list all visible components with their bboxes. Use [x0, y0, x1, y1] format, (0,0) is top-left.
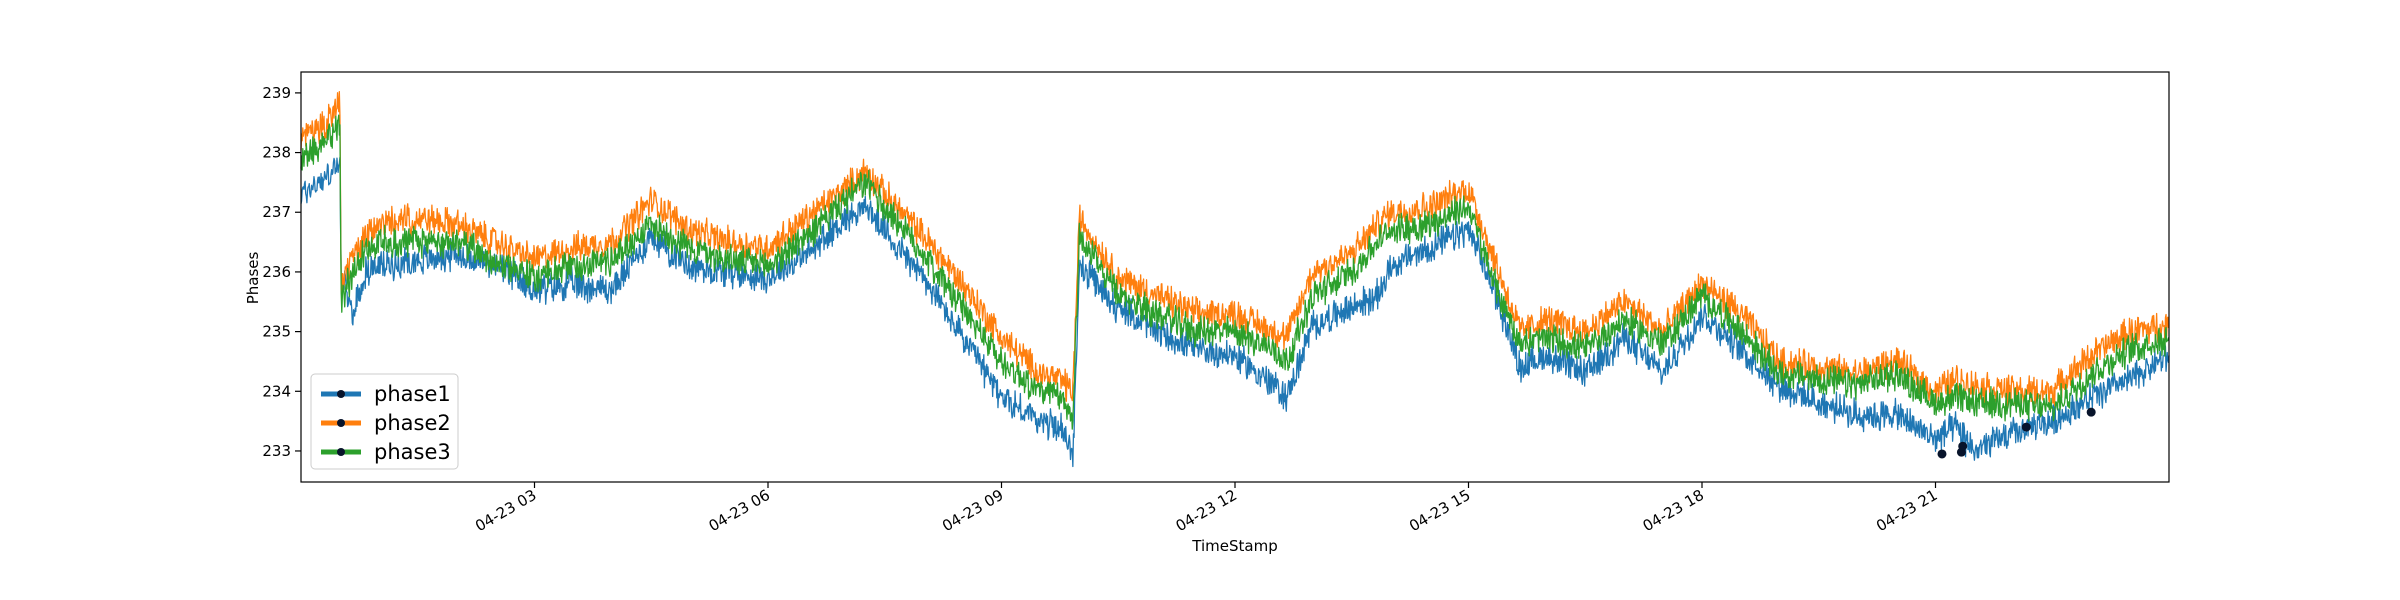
x-tick-label: 04-23 09 — [939, 486, 1006, 535]
y-tick-label: 236 — [262, 263, 291, 281]
legend-entry-phase2: phase2 — [321, 411, 451, 435]
x-axis: 04-23 03 04-23 06 04-23 09 04-23 12 04-23 15… — [472, 482, 1941, 535]
legend-entry-phase3: phase3 — [321, 440, 451, 464]
data-marker — [2086, 407, 2096, 417]
y-tick-label: 239 — [262, 84, 291, 102]
y-tick-label: 235 — [262, 323, 291, 341]
x-tick-label: 04-23 03 — [472, 486, 539, 535]
legend-box — [310, 373, 459, 470]
legend-marker — [337, 419, 345, 427]
series-layer — [300, 90, 2170, 468]
legend-marker — [337, 390, 345, 398]
x-tick-label: 04-23 12 — [1173, 486, 1240, 535]
x-axis-label: TimeStamp — [1191, 537, 1277, 555]
data-marker — [1958, 441, 1968, 451]
legend-label: phase1 — [374, 382, 451, 406]
markers-layer — [1937, 407, 2096, 459]
y-tick-label: 237 — [262, 203, 291, 221]
legend-label: phase3 — [374, 440, 451, 464]
legend-label: phase2 — [374, 411, 451, 435]
y-axis-label: Phases — [244, 252, 262, 305]
legend: phase1 phase2 phase3 — [310, 373, 459, 470]
data-marker — [1937, 449, 1947, 459]
y-axis: 233 234 235 236 237 238 239 — [262, 84, 301, 460]
x-tick-label: 04-23 21 — [1873, 486, 1940, 535]
series-line-phase1 — [300, 156, 2170, 468]
x-tick-label: 04-23 15 — [1406, 486, 1473, 535]
y-tick-label: 238 — [262, 144, 291, 162]
data-marker — [2021, 422, 2031, 432]
series-line-phase3 — [300, 114, 2170, 430]
legend-entry-phase1: phase1 — [321, 382, 451, 406]
series-line-phase2 — [300, 90, 2170, 408]
y-tick-label: 233 — [262, 442, 291, 460]
legend-marker — [337, 448, 345, 456]
x-tick-label: 04-23 18 — [1640, 486, 1707, 535]
y-tick-label: 234 — [262, 382, 291, 400]
x-tick-label: 04-23 06 — [706, 486, 773, 535]
